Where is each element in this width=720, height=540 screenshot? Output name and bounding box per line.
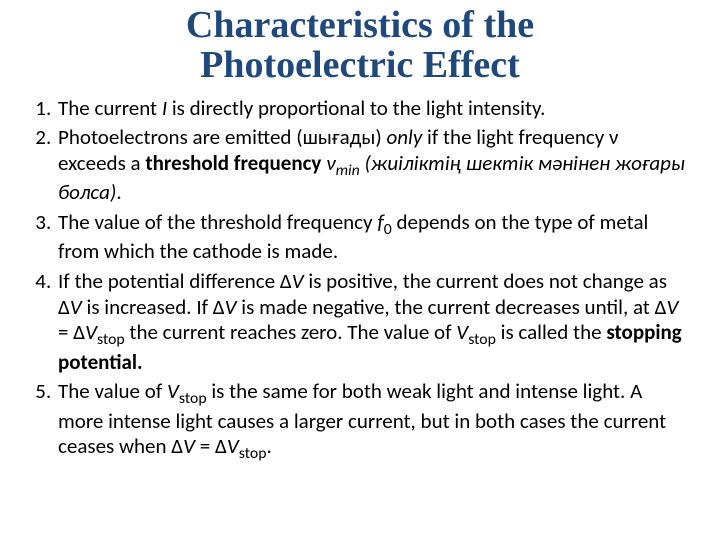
var-V: V [456,319,468,345]
emph-only: only [386,124,422,150]
text: Photoelectrons are emitted (шығады) [58,124,386,150]
text: is increased. If Δ [82,294,225,320]
bold-threshold: threshold frequency [145,150,321,176]
var-V: V [292,268,304,294]
sub-stop: stop [239,444,267,463]
var-V: V [183,433,195,459]
item-4: If the potential difference ΔV is positi… [56,269,690,375]
sub-stop: stop [97,330,125,349]
item-3: The value of the threshold frequency f0 … [56,210,690,265]
text: The value of the threshold frequency [58,209,377,235]
title-line-2: Photoelectric Effect [200,44,520,86]
sub-stop: stop [468,330,496,349]
text: is called the [496,319,606,345]
text: the current reaches zero. The value of [125,319,457,345]
var-nu: ν [326,150,335,176]
slide-title: Characteristics of the Photoelectric Eff… [30,6,690,86]
text: is directly proportional to the light in… [167,95,545,121]
item-5: The value of Vstop is the same for both … [56,379,690,463]
text: . [266,433,271,459]
var-V: V [70,294,82,320]
var-V: V [666,294,678,320]
sub-min: min [336,161,360,180]
text: If the potential difference Δ [58,268,292,294]
var-V: V [225,294,237,320]
text: is made negative, the current decreases … [237,294,667,320]
var-V: V [167,378,179,404]
item-2: Photoelectrons are emitted (шығады) only… [56,125,690,206]
title-line-1: Characteristics of the [186,4,534,46]
text: The value of [58,378,167,404]
item-1: The current I is directly proportional t… [56,96,690,122]
var-V: V [85,319,97,345]
text: The current [58,95,162,121]
text: = Δ [195,433,227,459]
items-list: The current I is directly proportional t… [30,96,690,464]
sub-stop: stop [179,389,207,408]
slide: Characteristics of the Photoelectric Eff… [0,0,720,540]
var-V: V [227,433,239,459]
text: . [116,179,121,205]
sub-0: 0 [384,220,392,239]
text: = Δ [58,319,85,345]
